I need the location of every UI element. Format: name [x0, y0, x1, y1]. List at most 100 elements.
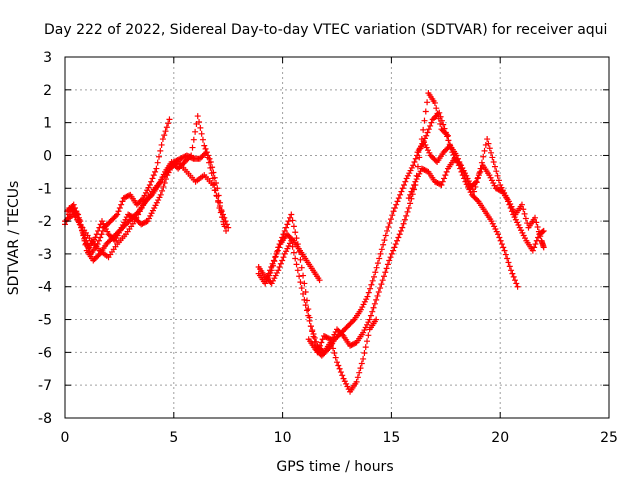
data-point [403, 175, 410, 182]
data-point-interp [498, 241, 505, 248]
data-point-interp [472, 195, 479, 202]
data-point-interp [409, 191, 416, 198]
data-point [283, 231, 290, 238]
data-point-interp [296, 273, 303, 280]
data-point [490, 159, 497, 166]
data-point-interp [475, 172, 482, 179]
x-tick-label: 0 [61, 430, 70, 446]
data-point-interp [400, 220, 407, 227]
data-point-interp [534, 223, 541, 230]
chart-title: Day 222 of 2022, Sidereal Day-to-day VTE… [44, 22, 607, 38]
data-point [436, 109, 443, 116]
data-point [390, 208, 397, 215]
data-point-interp [404, 172, 411, 179]
data-point-interp [424, 129, 431, 136]
data-point-interp [386, 220, 393, 227]
data-point-interp [211, 174, 218, 181]
data-point-interp [112, 212, 119, 219]
data-point-interp [411, 181, 418, 188]
data-point-interp [441, 125, 448, 132]
data-point-interp [154, 159, 161, 166]
data-point-interp [161, 180, 168, 187]
data-point-interp [514, 219, 521, 226]
data-point-interp [211, 187, 218, 194]
data-point-interp [316, 350, 323, 357]
data-point [440, 149, 447, 156]
data-point-interp [136, 199, 143, 206]
data-point-interp [470, 193, 477, 200]
data-point-interp [481, 147, 488, 154]
data-point-interp [267, 279, 274, 286]
data-point [90, 257, 97, 264]
data-point [116, 227, 123, 234]
data-point-interp [489, 154, 496, 161]
data-point-interp [443, 168, 450, 175]
data-point-interp [305, 306, 312, 313]
data-point-interp [128, 216, 135, 223]
data-point-interp [385, 223, 392, 230]
data-point-interp [504, 255, 511, 262]
data-point-interp [414, 173, 421, 180]
data-point-interp [144, 187, 151, 194]
data-point-interp [287, 235, 294, 242]
data-point-interp [491, 163, 498, 170]
data-point-interp [149, 175, 156, 182]
data-point-interp [354, 374, 361, 381]
data-point-interp [143, 218, 150, 225]
data-point-interp [512, 216, 519, 223]
data-point-interp [377, 285, 384, 292]
series-arc-9 [405, 136, 547, 254]
data-point [518, 201, 525, 208]
data-point-interp [433, 105, 440, 112]
data-point-interp [445, 143, 452, 150]
data-point-interp [336, 365, 343, 372]
data-point-interp [471, 180, 478, 187]
y-tick-label: 3 [43, 50, 52, 66]
data-point-interp [337, 369, 344, 376]
data-point-interp [422, 141, 429, 148]
data-point-interp [424, 168, 431, 175]
data-point [486, 172, 493, 179]
axis-ticks [64, 56, 610, 419]
data-point-interp [535, 228, 542, 235]
data-point-interp [273, 269, 280, 276]
data-point-interp [408, 164, 415, 171]
data-point-interp [104, 228, 111, 235]
data-point-interp [495, 177, 502, 184]
data-point [140, 195, 147, 202]
data-point-interp [186, 153, 193, 160]
data-point-interp [371, 300, 378, 307]
data-point-interp [199, 136, 206, 143]
y-tick-label: 0 [43, 148, 52, 164]
data-point-interp [279, 257, 286, 264]
data-point-interp [273, 250, 280, 257]
data-point-interp [277, 260, 284, 267]
y-tick-label: -4 [38, 280, 52, 296]
data-point-interp [387, 216, 394, 223]
data-point-interp [403, 212, 410, 219]
data-point-interp [364, 338, 371, 345]
data-point-interp [518, 227, 525, 234]
data-point-interp [348, 319, 355, 326]
data-point-interp [532, 241, 539, 248]
data-point [418, 165, 425, 172]
data-point-interp [326, 335, 333, 342]
data-point-interp [390, 247, 397, 254]
data-point-interp [317, 345, 324, 352]
data-point-interp [533, 219, 540, 226]
data-point-interp [414, 163, 421, 170]
data-point-interp [341, 378, 348, 385]
data-point-interp [361, 327, 368, 334]
data-point-interp [490, 180, 497, 187]
data-point-interp [365, 289, 372, 296]
data-point-interp [284, 245, 291, 252]
data-point-interp [343, 380, 350, 387]
data-point-interp [113, 230, 120, 237]
data-point [196, 155, 203, 162]
y-axis-label: SDTVAR / TECUs [6, 181, 22, 296]
data-point-interp [432, 157, 439, 164]
y-tick-label: -7 [38, 378, 52, 394]
data-point [405, 195, 412, 202]
data-point-interp [285, 243, 292, 250]
